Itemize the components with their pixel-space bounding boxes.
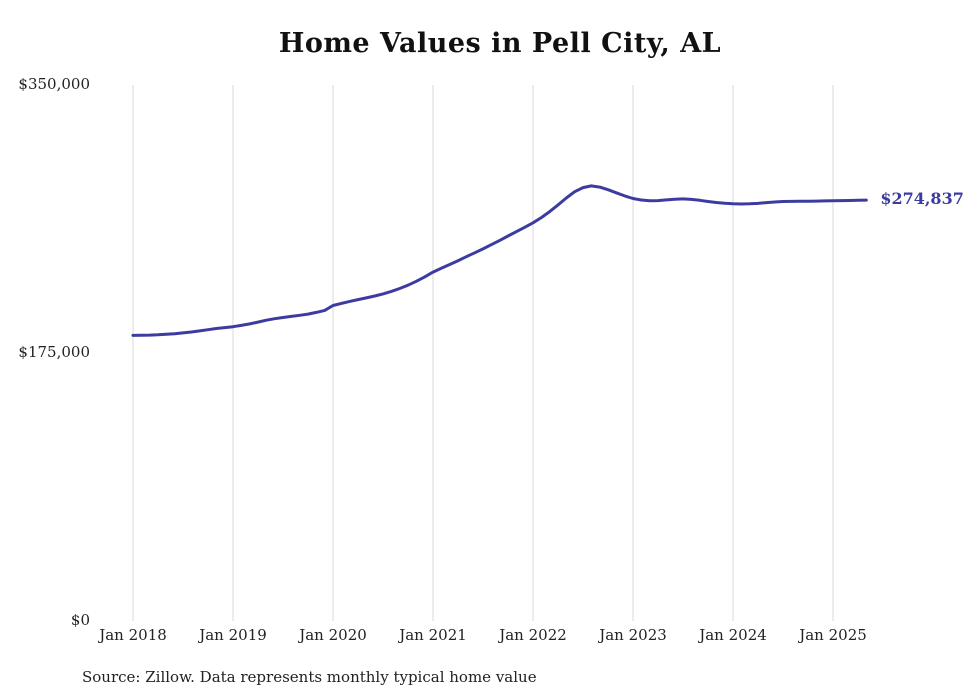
x-axis-tick-label: Jan 2022 (499, 626, 567, 644)
current-value-label: $274,837 (880, 189, 964, 209)
x-axis-tick-label: Jan 2020 (299, 626, 367, 644)
x-axis-tick-label: Jan 2023 (599, 626, 667, 644)
y-axis-tick-label: $0 (70, 611, 90, 629)
source-note: Source: Zillow. Data represents monthly … (82, 668, 537, 686)
x-axis-tick-label: Jan 2021 (399, 626, 467, 644)
x-axis-tick-label: Jan 2018 (99, 626, 167, 644)
y-axis-tick-label: $350,000 (18, 75, 90, 93)
home-value-line (131, 184, 868, 337)
x-axis-tick-label: Jan 2025 (799, 626, 867, 644)
x-axis-tick-label: Jan 2024 (699, 626, 767, 644)
x-axis-tick-label: Jan 2019 (199, 626, 267, 644)
y-axis-tick-label: $175,000 (18, 343, 90, 361)
chart-title: Home Values in Pell City, AL (278, 28, 722, 59)
